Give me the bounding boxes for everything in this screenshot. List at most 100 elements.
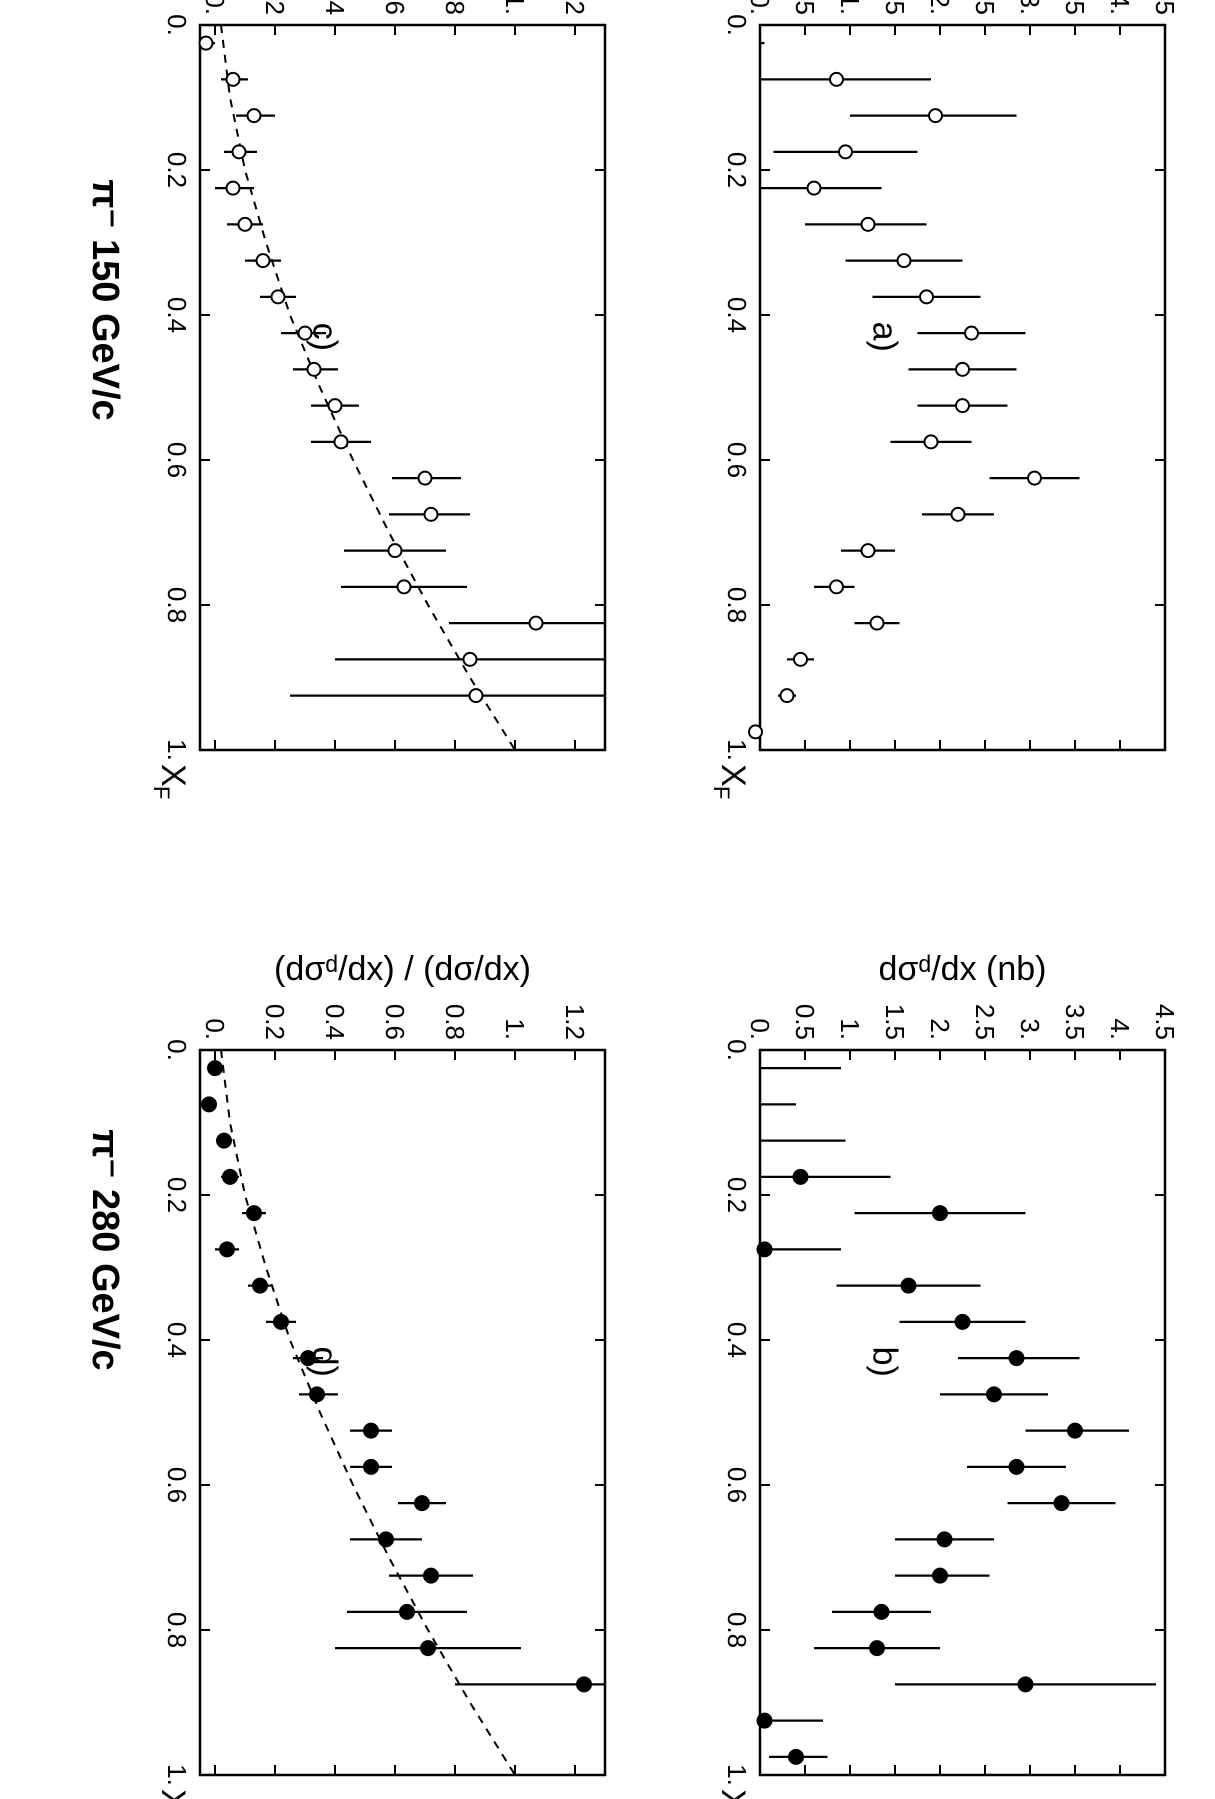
data-point bbox=[873, 1603, 890, 1620]
data-point bbox=[954, 1313, 971, 1330]
data-point bbox=[869, 615, 885, 631]
data-point bbox=[838, 144, 853, 160]
data-point bbox=[270, 289, 286, 305]
y-tick-label: 0.8 bbox=[440, 0, 470, 15]
x-tick-label: 0.4 bbox=[722, 1322, 752, 1358]
x-tick-label: 0.8 bbox=[162, 1612, 192, 1648]
x-axis-title-subscript: F bbox=[149, 786, 174, 799]
panel-b: 0. 0.2 0.4 0.6 0.8 1. 0. 0.5 1. 1.5 2. 2.5 3. 3.5 4. 4.… bbox=[714, 950, 1180, 1799]
data-point bbox=[420, 1640, 436, 1657]
data-point bbox=[309, 1386, 325, 1403]
y-tick-label: 2.5 bbox=[970, 1004, 1000, 1040]
data-point bbox=[399, 1603, 415, 1620]
data-point bbox=[955, 361, 970, 377]
y-tick-label: 4. bbox=[1105, 0, 1135, 15]
data-point bbox=[576, 1676, 592, 1693]
data-point bbox=[378, 1531, 394, 1548]
plot-frame bbox=[198, 23, 607, 752]
x-tick-label: 0.8 bbox=[722, 587, 752, 623]
y-tick-label: 0.6 bbox=[380, 1004, 410, 1040]
y-tick-label: 0. bbox=[745, 1018, 775, 1040]
y-axis-title: (dσᵈ/dx) / (dσ/dx) bbox=[274, 950, 531, 988]
data-point bbox=[932, 1205, 948, 1222]
x-tick-label: 0.4 bbox=[162, 297, 192, 333]
y-tick-label: 2. bbox=[925, 1018, 955, 1040]
x-tick-label: 0.6 bbox=[722, 442, 752, 478]
data-point bbox=[748, 724, 763, 740]
data-point bbox=[327, 398, 343, 414]
data-point bbox=[363, 1458, 379, 1475]
x-tick-label: 0.6 bbox=[722, 1467, 752, 1503]
y-tick-label: 0. bbox=[200, 0, 230, 15]
y-tick-label: 0.6 bbox=[380, 0, 410, 15]
y-axis-title: dσᵈ/dx (nb) bbox=[879, 950, 1047, 988]
y-tick-label: 0.2 bbox=[260, 0, 290, 15]
data-point bbox=[1008, 1458, 1025, 1475]
data-point bbox=[806, 180, 822, 196]
data-point bbox=[423, 506, 439, 522]
x-tick-label: 1. bbox=[162, 739, 192, 761]
model-curve bbox=[220, 24, 516, 751]
y-tick-label: 0.4 bbox=[320, 1004, 350, 1040]
data-point bbox=[1008, 1350, 1025, 1367]
y-tick-label: 1.2 bbox=[560, 1004, 590, 1040]
data-point bbox=[300, 1350, 316, 1367]
y-tick-label: 4.5 bbox=[1150, 1004, 1180, 1040]
data-point bbox=[986, 1386, 1002, 1403]
x-tick-label: 0.2 bbox=[722, 152, 752, 188]
x-tick-label: 0. bbox=[162, 14, 192, 36]
x-tick-label: 0.4 bbox=[162, 1322, 192, 1358]
x-tick-label: 0.2 bbox=[162, 1177, 192, 1213]
data-point bbox=[964, 325, 979, 341]
data-point bbox=[363, 1422, 379, 1439]
data-point bbox=[1067, 1422, 1083, 1439]
x-tick-label: 0. bbox=[722, 1039, 752, 1061]
data-point bbox=[246, 108, 262, 124]
data-point bbox=[396, 579, 412, 595]
plot-frame bbox=[198, 1048, 607, 1777]
x-tick-label: 1. bbox=[722, 1764, 752, 1786]
panel-c: 0.0.20.40.60.81.0.0.20.40.60.81.1.2XF(dσ… bbox=[149, 0, 607, 799]
data-point bbox=[829, 71, 844, 87]
x-tick-label: 0.8 bbox=[722, 1612, 752, 1648]
data-point bbox=[950, 506, 966, 522]
data-point bbox=[198, 35, 214, 51]
data-point bbox=[462, 651, 478, 667]
data-point bbox=[900, 1277, 917, 1294]
x-axis-title: X bbox=[154, 764, 192, 787]
data-point bbox=[955, 398, 970, 414]
x-axis-title: X bbox=[714, 764, 752, 787]
beam-label-150: π⁻ 150 GeV/c bbox=[84, 179, 126, 420]
data-point bbox=[222, 1168, 238, 1185]
model-curve bbox=[220, 1049, 516, 1776]
data-point bbox=[896, 253, 912, 269]
data-point bbox=[333, 434, 349, 450]
y-tick-label: 0.8 bbox=[440, 1004, 470, 1040]
data-point bbox=[793, 651, 808, 667]
data-point bbox=[932, 1567, 948, 1584]
plot-frame bbox=[758, 23, 1167, 752]
data-point bbox=[860, 543, 876, 559]
data-point bbox=[792, 1168, 809, 1185]
x-tick-label: 0.6 bbox=[162, 1467, 192, 1503]
data-point bbox=[297, 325, 313, 341]
x-tick-label: 0. bbox=[162, 1039, 192, 1061]
data-point bbox=[414, 1495, 430, 1512]
data-point bbox=[231, 144, 247, 160]
x-tick-label: 0.2 bbox=[162, 152, 192, 188]
data-point bbox=[869, 1640, 885, 1657]
y-tick-label: 1.5 bbox=[880, 1004, 910, 1040]
data-point bbox=[919, 289, 934, 305]
data-point bbox=[201, 1096, 217, 1113]
y-tick-label: 4. bbox=[1105, 1018, 1135, 1040]
y-tick-label: 1. bbox=[835, 0, 865, 15]
y-tick-label: 3.5 bbox=[1060, 1004, 1090, 1040]
data-point bbox=[273, 1313, 289, 1330]
y-tick-label: 1.2 bbox=[560, 0, 590, 15]
data-point bbox=[468, 688, 484, 704]
x-tick-label: 1. bbox=[162, 1764, 192, 1786]
x-axis-title: X bbox=[154, 1789, 192, 1799]
